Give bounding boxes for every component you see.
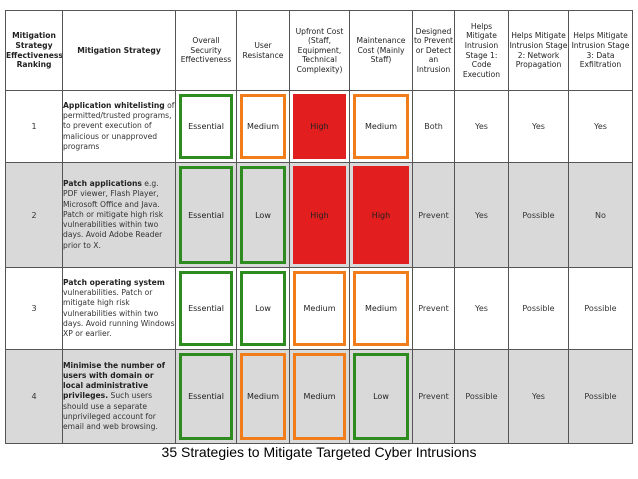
header-maintenance: Maintenance Cost (Mainly Staff) — [349, 10, 413, 91]
rank-cell: 4 — [5, 349, 63, 444]
maintenance-cell: High — [349, 162, 413, 268]
rank-cell: 2 — [5, 162, 63, 268]
stage2-cell: Possible — [508, 162, 569, 268]
header-upfront: Upfront Cost (Staff, Equipment, Technica… — [289, 10, 350, 91]
upfront-rating: Medium — [293, 271, 346, 346]
header-stage1: Helps Mitigate Intrusion Stage 1: Code E… — [454, 10, 509, 91]
upfront-rating: High — [293, 94, 346, 159]
overall-rating: Essential — [179, 353, 233, 440]
designed-cell: Prevent — [412, 162, 455, 268]
strategy-bold: Minimise the number of users with domain… — [63, 360, 166, 401]
overall-cell: Essential — [175, 90, 237, 163]
resistance-cell: Medium — [236, 90, 290, 163]
strategy-text: vulnerabilities. Patch or mitigate high … — [63, 288, 175, 338]
header-strategy: Mitigation Strategy — [62, 10, 176, 91]
slide-caption: 35 Strategies to Mitigate Targeted Cyber… — [161, 444, 477, 460]
table-row: 4 Minimise the number of users with doma… — [5, 349, 633, 444]
header-overall: Overall Security Effectiveness — [175, 10, 237, 91]
header-designed: Designed to Prevent or Detect an Intrusi… — [412, 10, 455, 91]
overall-rating: Essential — [179, 94, 233, 159]
strategy-text: of permitted/trusted programs, to preven… — [63, 100, 175, 151]
resistance-cell: Medium — [236, 349, 290, 444]
maintenance-rating: Medium — [353, 271, 409, 346]
header-resistance: User Resistance — [236, 10, 290, 91]
maintenance-rating: High — [353, 166, 409, 264]
strategy-bold: Application whitelisting — [63, 100, 165, 110]
upfront-cell: High — [289, 90, 350, 163]
table-row: 3 Patch operating system vulnerabilities… — [5, 267, 633, 350]
upfront-cell: Medium — [289, 267, 350, 350]
strategy-text: Such users should use a separate unprivi… — [63, 391, 158, 431]
overall-cell: Essential — [175, 267, 237, 350]
rank-cell: 3 — [5, 267, 63, 350]
strategy-bold: Patch applications — [63, 179, 142, 189]
overall-rating: Essential — [179, 166, 233, 264]
stage2-cell: Yes — [508, 90, 569, 163]
maintenance-cell: Low — [349, 349, 413, 444]
strategy-cell: Patch applications e.g. PDF viewer, Flas… — [62, 162, 176, 268]
header-stage3: Helps Mitigate Intrusion Stage 3: Data E… — [568, 10, 633, 91]
stage2-cell: Yes — [508, 349, 569, 444]
header-stage2: Helps Mitigate Intrusion Stage 2: Networ… — [508, 10, 569, 91]
strategy-cell: Patch operating system vulnerabilities. … — [62, 267, 176, 350]
upfront-rating: Medium — [293, 353, 346, 440]
designed-cell: Both — [412, 90, 455, 163]
header-ranking: Mitigation Strategy Effectiveness Rankin… — [5, 10, 63, 91]
stage3-cell: Possible — [568, 267, 633, 350]
resistance-cell: Low — [236, 267, 290, 350]
stage2-cell: Possible — [508, 267, 569, 350]
resistance-rating: Low — [240, 271, 286, 346]
overall-cell: Essential — [175, 349, 237, 444]
stage1-cell: Yes — [454, 162, 509, 268]
overall-cell: Essential — [175, 162, 237, 268]
overall-rating: Essential — [179, 271, 233, 346]
table-row: 2 Patch applications e.g. PDF viewer, Fl… — [5, 162, 633, 268]
strategy-cell: Application whitelisting of permitted/tr… — [62, 90, 176, 163]
maintenance-cell: Medium — [349, 267, 413, 350]
stage3-cell: Yes — [568, 90, 633, 163]
upfront-cell: High — [289, 162, 350, 268]
header-row: Mitigation Strategy Effectiveness Rankin… — [5, 10, 633, 91]
stage1-cell: Possible — [454, 349, 509, 444]
resistance-rating: Low — [240, 166, 286, 264]
maintenance-rating: Medium — [353, 94, 409, 159]
strategy-text: e.g. PDF viewer, Flash Player, Microsoft… — [63, 179, 164, 250]
stage3-cell: Possible — [568, 349, 633, 444]
rank-cell: 1 — [5, 90, 63, 163]
designed-cell: Prevent — [412, 267, 455, 350]
strategy-cell: Minimise the number of users with domain… — [62, 349, 176, 444]
resistance-rating: Medium — [240, 94, 286, 159]
resistance-rating: Medium — [240, 353, 286, 440]
upfront-cell: Medium — [289, 349, 350, 444]
designed-cell: Prevent — [412, 349, 455, 444]
maintenance-rating: Low — [353, 353, 409, 440]
maintenance-cell: Medium — [349, 90, 413, 163]
upfront-rating: High — [293, 166, 346, 264]
strategy-bold: Patch operating system — [63, 277, 165, 287]
mitigation-table: Mitigation Strategy Effectiveness Rankin… — [5, 10, 633, 444]
table-row: 1 Application whitelisting of permitted/… — [5, 90, 633, 163]
stage1-cell: Yes — [454, 90, 509, 163]
resistance-cell: Low — [236, 162, 290, 268]
stage3-cell: No — [568, 162, 633, 268]
stage1-cell: Yes — [454, 267, 509, 350]
